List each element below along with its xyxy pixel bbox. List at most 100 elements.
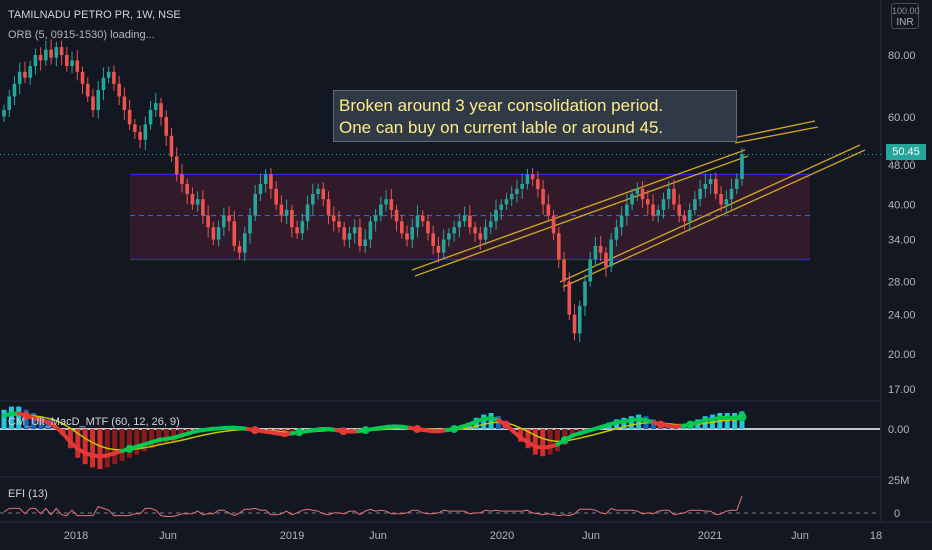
candle-body — [530, 174, 535, 180]
price-candle — [337, 210, 341, 233]
currency-selector[interactable]: 100.00 INR — [891, 3, 920, 29]
candle-body — [441, 239, 446, 253]
macd-cross-dot — [250, 426, 259, 435]
price-candle — [661, 192, 666, 219]
price-candle — [248, 207, 252, 244]
candle-body — [269, 174, 273, 189]
candle-body — [23, 71, 27, 78]
price-candle — [399, 214, 404, 239]
price-candle — [515, 179, 519, 203]
macd-histogram-bar — [31, 413, 37, 429]
candle-body — [635, 188, 640, 194]
price-candle — [557, 226, 561, 269]
price-candle — [23, 61, 27, 84]
annotation-line-1: Broken around 3 year consolidation perio… — [339, 96, 664, 115]
candle-body — [295, 227, 299, 234]
macd-histogram-bar — [540, 429, 546, 457]
candle-body — [373, 215, 378, 222]
price-candle — [625, 194, 629, 226]
macd-cross-dot — [339, 427, 348, 436]
price-candle — [138, 125, 142, 149]
candle-body — [96, 90, 101, 110]
candle-body — [666, 188, 671, 200]
time-tick-label: 18 — [870, 530, 882, 542]
candle-body — [85, 83, 90, 97]
candle-body — [59, 47, 64, 55]
price-candle — [190, 187, 195, 210]
price-candle — [436, 236, 441, 263]
candle-body — [33, 55, 38, 67]
candle-body — [148, 109, 153, 125]
price-candle — [729, 178, 734, 210]
price-candle — [693, 191, 697, 216]
candle-body — [274, 188, 278, 205]
candle-body — [253, 193, 258, 216]
candle-body — [672, 188, 676, 205]
time-tick-label: 2020 — [490, 530, 514, 542]
candle-body — [436, 245, 441, 253]
orb-indicator-legend: ORB (5, 0915-1530) loading... — [8, 29, 155, 41]
macd-histogram-bar — [134, 429, 140, 455]
price-candle — [253, 184, 258, 222]
candle-body — [410, 227, 415, 240]
time-tick-label: 2019 — [280, 530, 304, 542]
candle-body — [693, 199, 697, 210]
price-candle — [577, 300, 582, 343]
candle-body — [567, 281, 572, 315]
candle-body — [394, 209, 399, 222]
candle-body — [677, 204, 681, 216]
candle-body — [49, 49, 53, 58]
price-candle — [640, 181, 645, 208]
macd-cross-dot — [125, 444, 134, 453]
candle-body — [2, 109, 6, 117]
price-candle — [65, 47, 69, 72]
price-candle — [300, 213, 305, 241]
price-candle — [316, 183, 320, 200]
candle-body — [17, 71, 22, 84]
price-candle — [12, 75, 17, 106]
candle-body — [112, 71, 116, 84]
price-candle — [635, 182, 640, 201]
price-candle — [290, 204, 294, 238]
currency-label: INR — [896, 17, 914, 28]
price-candle — [457, 213, 462, 238]
candle-body — [557, 233, 561, 260]
price-candle — [494, 199, 498, 230]
price-candle — [682, 210, 687, 230]
candle-body — [358, 227, 362, 246]
channel-line-top-2 — [734, 126, 819, 144]
price-candle — [201, 190, 205, 225]
candle-body — [190, 193, 195, 205]
macd-cross-dot — [413, 425, 422, 433]
price-candle — [180, 164, 184, 193]
price-candle — [687, 203, 692, 232]
price-candle — [666, 181, 671, 210]
candle-body — [740, 154, 744, 180]
candle-body — [127, 109, 132, 125]
candle-body — [405, 233, 409, 240]
price-candle — [478, 226, 483, 250]
macd-cross-dot — [686, 420, 695, 429]
macd-histogram-bar — [38, 416, 44, 429]
price-candle — [468, 205, 472, 235]
candle-body — [122, 96, 127, 110]
price-candle — [222, 207, 226, 236]
price-candle — [394, 204, 399, 232]
candle-body — [494, 209, 498, 222]
candle-body — [222, 215, 226, 228]
annotation-callout[interactable]: Broken around 3 year consolidation perio… — [333, 90, 737, 142]
price-candle — [572, 304, 577, 341]
price-candle — [33, 48, 38, 75]
price-candle — [420, 210, 425, 227]
candle-body — [583, 281, 587, 306]
macd-histogram-bar — [532, 429, 538, 455]
candle-body — [305, 204, 310, 222]
candle-body — [153, 103, 158, 110]
candle-body — [258, 183, 263, 194]
price-candle — [295, 220, 299, 239]
price-candle — [593, 236, 598, 267]
candle-body — [536, 179, 540, 189]
time-tick-label: Jun — [159, 530, 177, 542]
candle-body — [164, 117, 169, 136]
candle-body — [106, 71, 111, 78]
